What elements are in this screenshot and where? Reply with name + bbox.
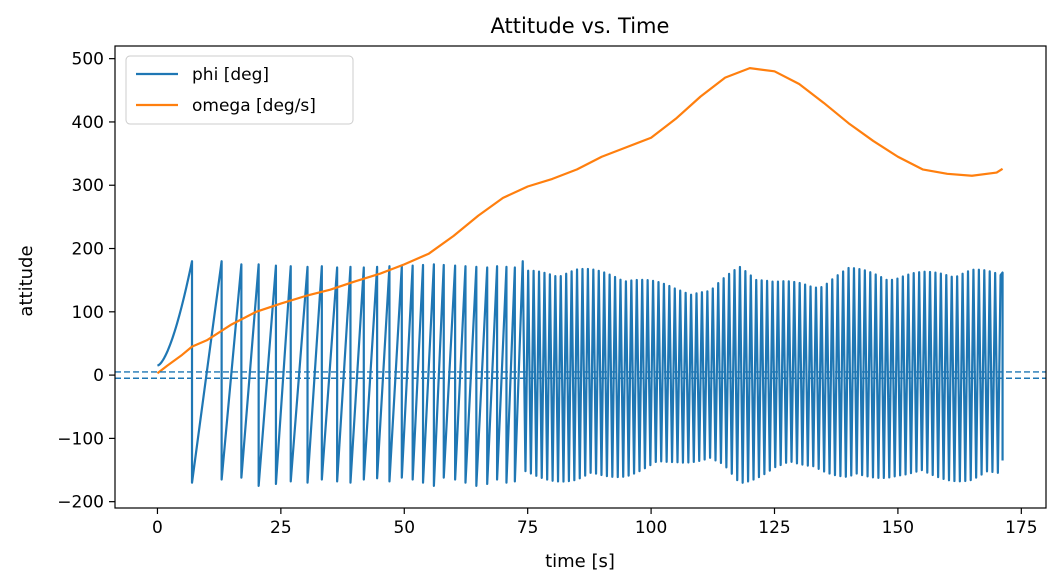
x-tick-label: 25 (270, 518, 292, 538)
y-tick-label: 500 (72, 50, 104, 70)
plot-area (115, 67, 1046, 487)
legend: phi [deg] omega [deg/s] (125, 55, 354, 125)
x-tick-label: 0 (152, 518, 163, 538)
x-axis-label: time [s] (545, 551, 615, 572)
chart-title: Attitude vs. Time (491, 14, 670, 38)
x-tick-label: 175 (1005, 518, 1037, 538)
y-axis-label: attitude (16, 245, 37, 316)
axes: 0 25 50 75 100 125 150 175 −200 −100 0 100 200 300 400… (57, 45, 1047, 538)
x-tick-label: 100 (635, 518, 667, 538)
series-line-omega (156, 67, 1004, 375)
x-tick-label: 150 (882, 518, 914, 538)
legend-label-phi: phi [deg] (192, 65, 269, 85)
legend-label-omega: omega [deg/s] (192, 96, 316, 116)
y-tick-label: −100 (57, 429, 104, 449)
x-tick-label: 125 (758, 518, 790, 538)
y-tick-label: 200 (72, 240, 104, 260)
x-tick-label: 50 (393, 518, 415, 538)
legend-box (125, 55, 354, 125)
y-tick-label: 100 (72, 303, 104, 323)
plot-series-group (156, 67, 1004, 487)
y-tick-label: 300 (72, 176, 104, 196)
y-tick-label: 400 (72, 113, 104, 133)
y-tick-label: 0 (93, 366, 104, 386)
y-tick-label: −200 (57, 493, 104, 513)
axes-frame (114, 45, 1047, 509)
x-tick-label: 75 (517, 518, 539, 538)
series-line-phi (157, 260, 1004, 487)
